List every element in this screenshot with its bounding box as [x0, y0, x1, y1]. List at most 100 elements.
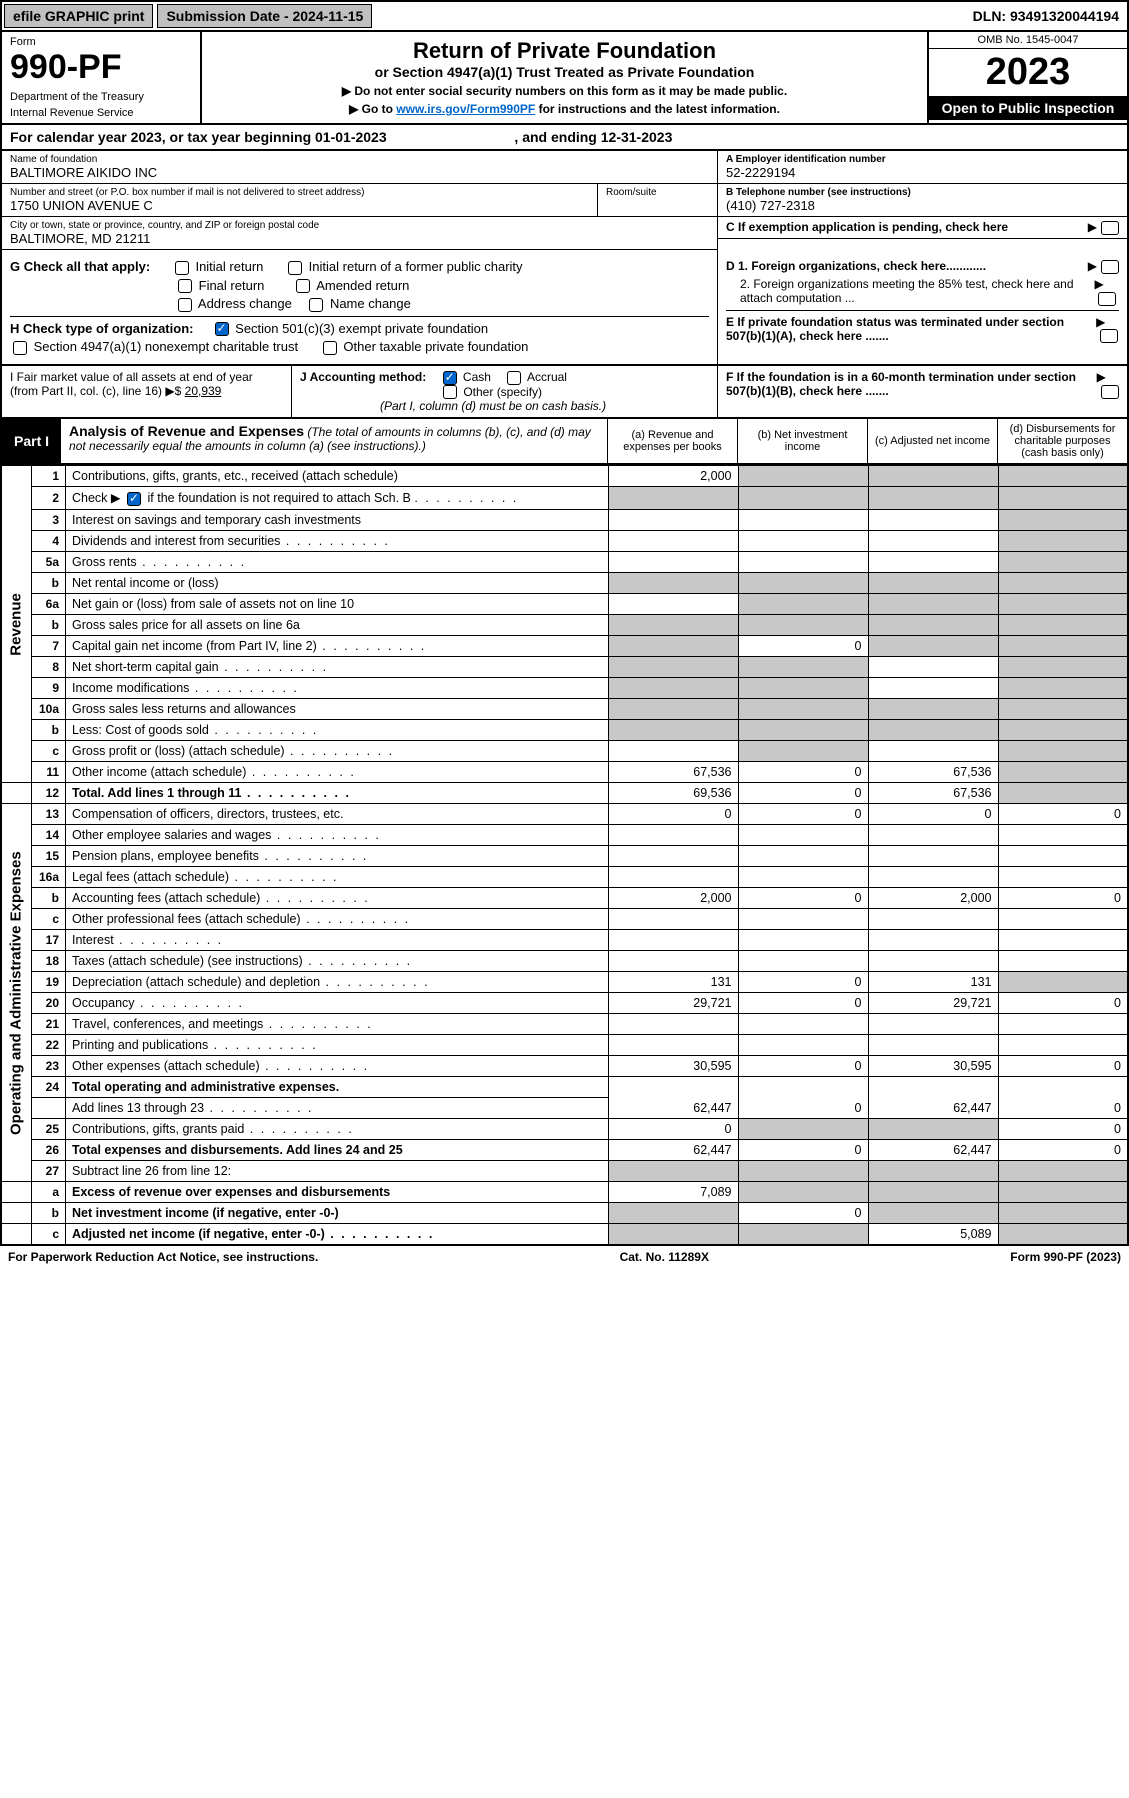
line-number: 3 — [32, 510, 66, 531]
amount-d — [998, 699, 1128, 720]
initial-former-checkbox[interactable] — [288, 261, 302, 275]
amount-c — [868, 1182, 998, 1203]
4947-checkbox[interactable] — [13, 341, 27, 355]
line-desc: Check ▶ if the foundation is not require… — [66, 487, 609, 510]
line-number: 21 — [32, 1014, 66, 1035]
initial-return-checkbox[interactable] — [175, 261, 189, 275]
amount-a — [608, 930, 738, 951]
table-row: 12Total. Add lines 1 through 1169,536067… — [1, 783, 1128, 804]
line-desc: Add lines 13 through 23 — [66, 1098, 609, 1119]
amount-b — [738, 615, 868, 636]
table-row: cGross profit or (loss) (attach schedule… — [1, 741, 1128, 762]
line-desc: Other professional fees (attach schedule… — [66, 909, 609, 930]
table-row: 25Contributions, gifts, grants paid00 — [1, 1119, 1128, 1140]
amount-d — [998, 783, 1128, 804]
amount-a — [608, 573, 738, 594]
amended-return-label: Amended return — [316, 278, 409, 293]
d1-label: D 1. Foreign organizations, check here..… — [726, 259, 986, 273]
line-desc: Contributions, gifts, grants, etc., rece… — [66, 466, 609, 487]
part-1-table: Revenue 1 Contributions, gifts, grants, … — [0, 465, 1129, 1246]
accounting-method: J Accounting method: Cash Accrual Other … — [292, 366, 717, 418]
amount-c — [868, 867, 998, 888]
d1-checkbox[interactable] — [1101, 260, 1119, 274]
cash-checkbox[interactable] — [443, 371, 457, 385]
amount-c — [868, 466, 998, 487]
e-checkbox[interactable] — [1100, 329, 1118, 343]
f-checkbox[interactable] — [1101, 385, 1119, 399]
amount-c — [868, 741, 998, 762]
name-label: Name of foundation — [10, 154, 709, 165]
amount-a — [608, 867, 738, 888]
j-note: (Part I, column (d) must be on cash basi… — [300, 399, 606, 413]
ein-cell: A Employer identification number 52-2229… — [718, 151, 1127, 184]
line-desc: Net short-term capital gain — [66, 657, 609, 678]
line-desc: Capital gain net income (from Part IV, l… — [66, 636, 609, 657]
amount-b — [738, 657, 868, 678]
amount-b: 0 — [738, 1056, 868, 1077]
form-number: 990-PF — [10, 48, 192, 87]
amount-a: 29,721 — [608, 993, 738, 1014]
table-row: bGross sales price for all assets on lin… — [1, 615, 1128, 636]
line-number: 18 — [32, 951, 66, 972]
line-desc: Less: Cost of goods sold — [66, 720, 609, 741]
sch-b-checkbox[interactable] — [127, 492, 141, 506]
amount-b: 0 — [738, 783, 868, 804]
amount-d — [998, 615, 1128, 636]
table-row: bNet investment income (if negative, ent… — [1, 1203, 1128, 1224]
f-label: F If the foundation is in a 60-month ter… — [726, 370, 1076, 398]
501c3-checkbox[interactable] — [215, 322, 229, 336]
amended-return-checkbox[interactable] — [296, 279, 310, 293]
amount-d — [998, 867, 1128, 888]
amount-c — [868, 1035, 998, 1056]
ein: 52-2229194 — [726, 165, 1119, 180]
d2-checkbox[interactable] — [1098, 292, 1116, 306]
irs-link[interactable]: www.irs.gov/Form990PF — [396, 102, 535, 116]
table-row: cOther professional fees (attach schedul… — [1, 909, 1128, 930]
amount-d: 0 — [998, 804, 1128, 825]
line-number: 12 — [32, 783, 66, 804]
other-method-label: Other (specify) — [463, 385, 542, 399]
final-return-checkbox[interactable] — [178, 279, 192, 293]
amount-d — [998, 510, 1128, 531]
e-row: E If private foundation status was termi… — [726, 310, 1119, 344]
line-number: c — [32, 1224, 66, 1246]
final-return-label: Final return — [199, 278, 265, 293]
amount-c — [868, 825, 998, 846]
amount-c — [868, 487, 998, 510]
col-c-header: (c) Adjusted net income — [867, 419, 997, 463]
amount-a — [608, 951, 738, 972]
ein-label: A Employer identification number — [726, 154, 1119, 165]
phone: (410) 727-2318 — [726, 198, 1119, 213]
address-change-checkbox[interactable] — [178, 298, 192, 312]
table-row: 26Total expenses and disbursements. Add … — [1, 1140, 1128, 1161]
amount-c: 30,595 — [868, 1056, 998, 1077]
efile-print-button[interactable]: efile GRAPHIC print — [4, 4, 153, 28]
exemption-checkbox[interactable] — [1101, 221, 1119, 235]
line-desc: Total operating and administrative expen… — [66, 1077, 609, 1098]
line-number: 14 — [32, 825, 66, 846]
col-b-header: (b) Net investment income — [737, 419, 867, 463]
amount-a: 131 — [608, 972, 738, 993]
amount-c: 67,536 — [868, 762, 998, 783]
other-method-checkbox[interactable] — [443, 385, 457, 399]
amount-a — [608, 615, 738, 636]
g-label: G Check all that apply: — [10, 259, 150, 274]
amount-b: 0 — [738, 636, 868, 657]
other-taxable-checkbox[interactable] — [323, 341, 337, 355]
name-change-checkbox[interactable] — [309, 298, 323, 312]
amount-c — [868, 909, 998, 930]
table-row: 21Travel, conferences, and meetings — [1, 1014, 1128, 1035]
amount-d: 0 — [998, 993, 1128, 1014]
line-desc: Net investment income (if negative, ente… — [66, 1203, 609, 1224]
line-number: 5a — [32, 552, 66, 573]
amount-c — [868, 720, 998, 741]
amount-d — [998, 594, 1128, 615]
amount-c: 2,000 — [868, 888, 998, 909]
amount-d — [998, 1035, 1128, 1056]
amount-d — [998, 487, 1128, 510]
amount-b: 0 — [738, 804, 868, 825]
line-desc: Occupancy — [66, 993, 609, 1014]
line-desc: Total. Add lines 1 through 11 — [66, 783, 609, 804]
accrual-checkbox[interactable] — [507, 371, 521, 385]
line-number: c — [32, 909, 66, 930]
